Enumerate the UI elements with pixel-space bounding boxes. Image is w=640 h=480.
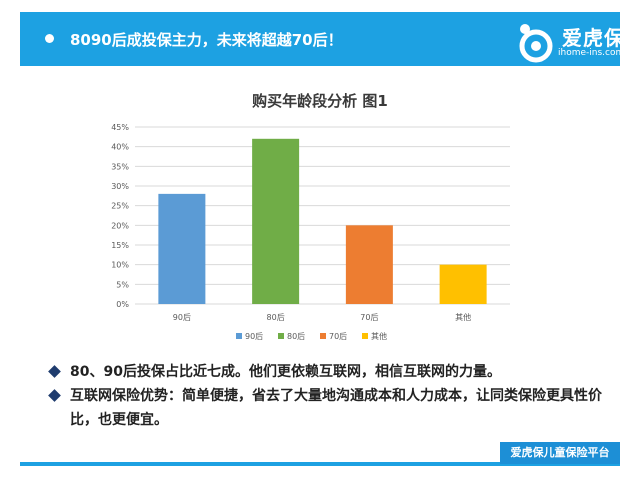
- legend-label: 70后: [329, 331, 347, 341]
- y-tick-label: 25%: [111, 202, 129, 211]
- y-tick-label: 10%: [111, 261, 129, 270]
- legend-swatch: [236, 333, 242, 339]
- key-point-text: 互联网保险优势：简单便捷，省去了大量地沟通成本和人力成本，让同类保险更具性价比，…: [70, 388, 602, 428]
- key-point: 互联网保险优势：简单便捷，省去了大量地沟通成本和人力成本，让同类保险更具性价比，…: [40, 384, 610, 432]
- legend-label: 80后: [287, 331, 305, 341]
- bar: [439, 264, 487, 304]
- y-tick-label: 5%: [116, 280, 129, 289]
- key-point: 80、90后投保占比近七成。他们更依赖互联网，相信互联网的力量。: [40, 360, 610, 384]
- chart-title: 购买年龄段分析 图1: [252, 92, 388, 110]
- footer-badge: 爱虎保儿童保险平台: [500, 442, 620, 464]
- x-tick-label: 90后: [173, 312, 191, 322]
- brand-name: 爱虎保: [562, 26, 625, 50]
- key-points: 80、90后投保占比近七成。他们更依赖互联网，相信互联网的力量。 互联网保险优势…: [40, 360, 610, 432]
- legend-swatch: [362, 333, 368, 339]
- header-title: 8090后成投保主力，未来将超越70后！: [70, 31, 343, 49]
- bar: [345, 225, 393, 304]
- key-point-text: 80、90后投保占比近七成。他们更依赖互联网，相信互联网的力量。: [70, 364, 501, 380]
- y-tick-label: 30%: [111, 182, 129, 191]
- diamond-bullet-icon: [48, 389, 61, 402]
- legend-swatch: [320, 333, 326, 339]
- chart-container: 购买年龄段分析 图1 0% 5% 10% 15% 20% 25% 30% 35% 40% 45% 9…: [100, 82, 540, 357]
- y-tick-label: 35%: [111, 162, 129, 171]
- bar: [252, 138, 300, 304]
- legend-swatch: [278, 333, 284, 339]
- y-tick-label: 40%: [111, 143, 129, 152]
- y-tick-label: 20%: [111, 221, 129, 230]
- legend-label: 其他: [371, 331, 387, 341]
- y-tick-label: 15%: [111, 241, 129, 250]
- bullet-icon: [45, 34, 54, 43]
- y-tick-label: 45%: [111, 123, 129, 132]
- bar-chart: 0%5%10%15%20%25%30%35%40%45%90后 80后 70后 其他9…: [111, 123, 510, 341]
- brand-url: ihome-ins.com: [558, 48, 625, 58]
- diamond-bullet-icon: [48, 365, 61, 378]
- x-tick-label: 70后: [360, 312, 378, 322]
- header-banner: 8090后成投保主力，未来将超越70后！ 爱虎保 ihome-ins.com: [20, 12, 624, 66]
- logo-icon: [519, 24, 553, 63]
- bar: [158, 193, 206, 304]
- y-tick-label: 0%: [116, 300, 129, 309]
- legend-label: 90后: [245, 331, 263, 341]
- brand-logo: 爱虎保 ihome-ins.com: [516, 20, 634, 64]
- footer-line: [20, 462, 620, 466]
- x-tick-label: 其他: [455, 312, 471, 322]
- x-tick-label: 80后: [267, 312, 285, 322]
